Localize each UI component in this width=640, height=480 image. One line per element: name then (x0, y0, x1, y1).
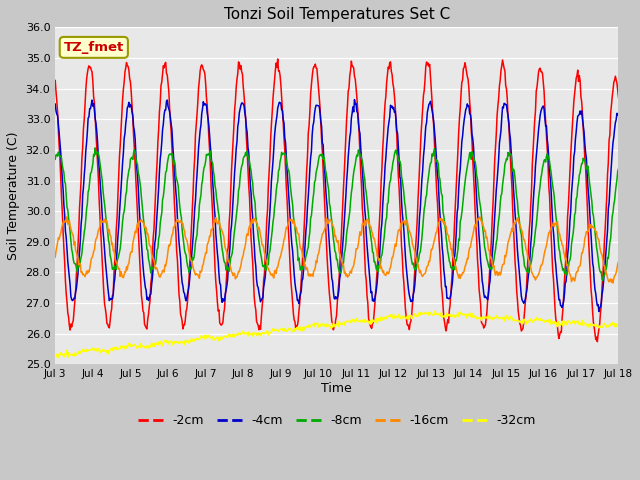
Title: Tonzi Soil Temperatures Set C: Tonzi Soil Temperatures Set C (224, 7, 450, 22)
Legend: -2cm, -4cm, -8cm, -16cm, -32cm: -2cm, -4cm, -8cm, -16cm, -32cm (132, 409, 541, 432)
Y-axis label: Soil Temperature (C): Soil Temperature (C) (7, 132, 20, 260)
Text: TZ_fmet: TZ_fmet (64, 41, 124, 54)
X-axis label: Time: Time (321, 382, 352, 395)
